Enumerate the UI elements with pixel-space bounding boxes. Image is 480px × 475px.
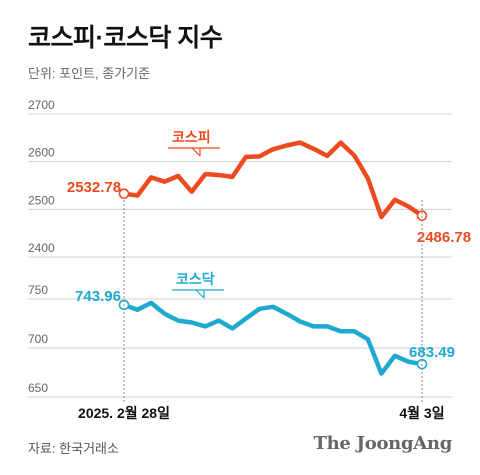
brand-logo: The JoongAng: [313, 433, 453, 454]
x-tick-label-start: 2025. 2월 28일: [78, 405, 170, 421]
kosdaq-tick-label: 650: [28, 381, 48, 395]
kosdaq-series-label: 코스닥: [176, 271, 215, 287]
kosdaq-series-label-pointer: [172, 289, 224, 299]
kospi-series-label: 코스피: [172, 129, 211, 145]
kosdaq-tick-label: 750: [28, 283, 48, 297]
source-label: 자료: 한국거래소: [28, 441, 119, 456]
kospi-tick-label: 2700: [28, 98, 55, 112]
kosdaq-panel: 650 700 750 743.96 683.49 코스닥: [28, 271, 455, 398]
page-title: 코스피·코스닥 지수: [28, 24, 223, 52]
unit-label: 단위: 포인트, 종가기준: [28, 66, 151, 81]
kospi-series-line: [121, 140, 425, 220]
kospi-tick-label: 2600: [28, 146, 55, 160]
kospi-tick-label: 2500: [28, 193, 55, 207]
kosdaq-tick-label: 700: [28, 332, 48, 346]
kosdaq-series-line: [121, 300, 425, 376]
kospi-start-point: [118, 188, 130, 200]
kospi-start-value-label: 2532.78: [67, 179, 121, 196]
kospi-tick-label: 2400: [28, 241, 55, 255]
kospi-end-value-label: 2486.78: [417, 229, 471, 246]
x-axis: 2025. 2월 28일 4월 3일: [78, 200, 445, 421]
kospi-series-label-pointer: [168, 147, 220, 157]
kospi-panel: 2400 2500 2600 2700 2532.78 2486.78 코스피: [28, 98, 471, 258]
x-tick-label-end: 4월 3일: [399, 405, 444, 421]
kosdaq-start-value-label: 743.96: [75, 288, 121, 305]
kosdaq-end-value-label: 683.49: [409, 344, 455, 361]
